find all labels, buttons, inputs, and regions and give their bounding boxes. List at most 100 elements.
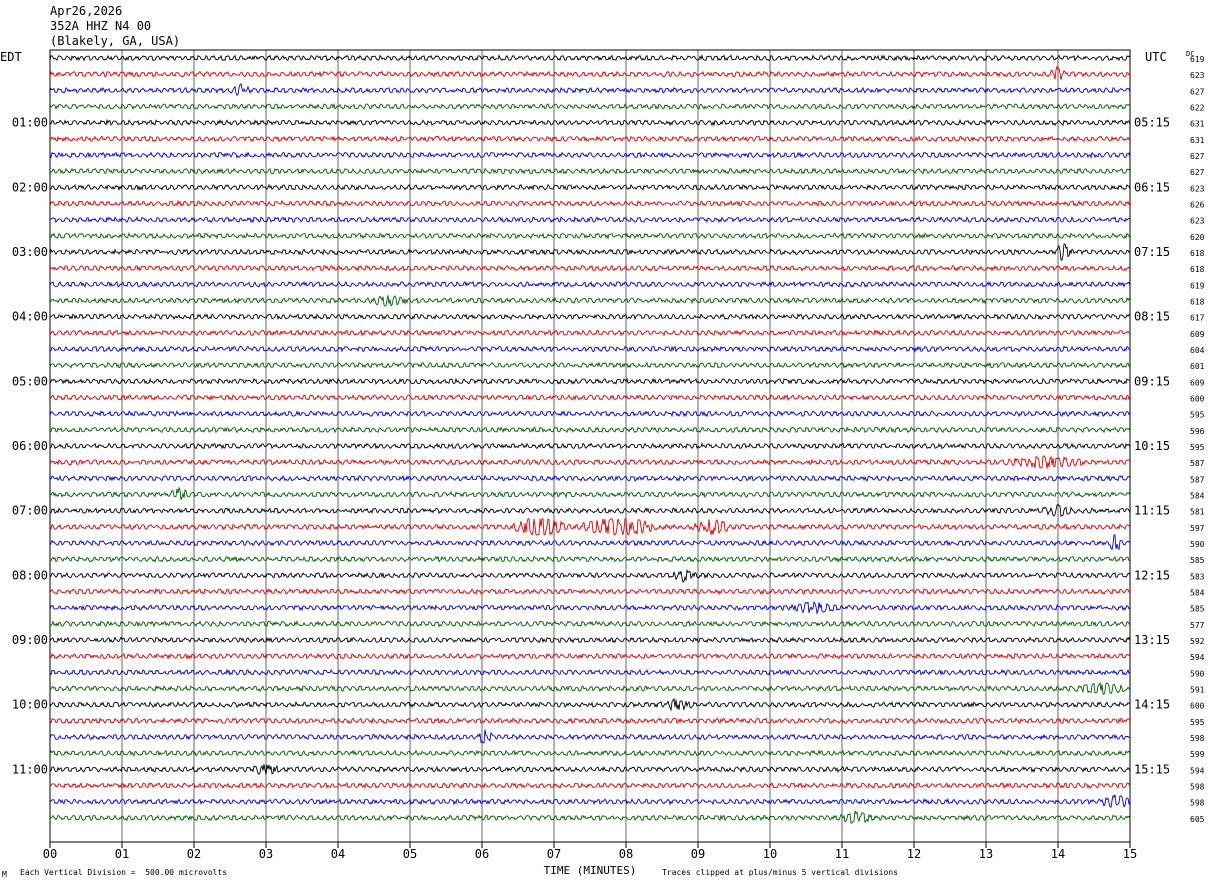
seismic-trace	[49, 652, 1131, 660]
dc-offset-label: 609	[1190, 330, 1205, 339]
header-location: (Blakely, GA, USA)	[50, 34, 181, 48]
seismic-trace	[49, 503, 1131, 517]
x-tick-label: 03	[259, 847, 273, 861]
right-hour-label: 12:15	[1134, 568, 1170, 582]
right-hour-label: 14:15	[1134, 698, 1170, 712]
dc-offset-label: 605	[1190, 815, 1205, 824]
dc-offset-label: 594	[1190, 653, 1205, 662]
dc-offset-label: 623	[1190, 71, 1205, 80]
dc-offset-label: 622	[1190, 104, 1205, 113]
right-hour-label: 09:15	[1134, 374, 1170, 388]
dc-offset-label: 585	[1190, 556, 1205, 565]
right-hour-label: 08:15	[1134, 310, 1170, 324]
seismic-trace	[49, 555, 1131, 563]
left-hour-label: 03:00	[12, 245, 48, 259]
x-tick-label: 13	[979, 847, 993, 861]
seismic-trace	[49, 82, 1131, 97]
x-tick-label: 15	[1123, 847, 1137, 861]
seismic-trace	[49, 264, 1131, 272]
dc-offset-label: 577	[1190, 621, 1205, 630]
dc-offset-label: 595	[1190, 411, 1205, 420]
dc-offset-label: 617	[1190, 314, 1205, 323]
seismic-trace	[49, 568, 1131, 583]
left-hour-label: 08:00	[12, 568, 48, 582]
x-tick-label: 07	[547, 847, 561, 861]
scale-note: Each Vertical Division = 500.00 microvol…	[20, 868, 228, 877]
seismic-trace	[49, 151, 1131, 159]
seismic-trace	[49, 697, 1131, 712]
dc-offset-label: 595	[1190, 718, 1205, 727]
dc-offset-label: 595	[1190, 443, 1205, 452]
dc-offset-label: 627	[1190, 152, 1205, 161]
dc-offset-label: 587	[1190, 459, 1205, 468]
x-tick-label: 09	[691, 847, 705, 861]
seismic-trace	[49, 345, 1131, 353]
dc-offset-label: 609	[1190, 378, 1205, 387]
seismic-trace	[49, 394, 1131, 402]
dc-offset-label: 600	[1190, 395, 1205, 404]
dc-offset-label: 590	[1190, 540, 1205, 549]
dc-offset-label: 590	[1190, 669, 1205, 678]
dc-column-label: DC	[1186, 50, 1195, 58]
seismic-trace	[49, 135, 1131, 143]
dc-offset-label: 627	[1190, 168, 1205, 177]
dc-offset-label: 584	[1190, 589, 1205, 598]
right-timezone-label: UTC	[1145, 50, 1167, 64]
seismic-trace	[49, 749, 1131, 757]
right-hour-label: 05:15	[1134, 116, 1170, 130]
x-tick-label: 02	[187, 847, 201, 861]
seismic-trace	[49, 295, 1131, 307]
header-station: 352A HHZ N4 00	[50, 19, 152, 33]
right-hour-label: 06:15	[1134, 180, 1170, 194]
dc-offset-label: 583	[1190, 572, 1205, 581]
dc-offset-label: 618	[1190, 249, 1205, 258]
corner-mark: M	[2, 870, 7, 879]
dc-offset-label: 623	[1190, 217, 1205, 226]
dc-offset-label: 598	[1190, 734, 1205, 743]
left-hour-label: 06:00	[12, 439, 48, 453]
x-tick-label: 08	[619, 847, 633, 861]
x-tick-label: 01	[115, 847, 129, 861]
left-hour-label: 01:00	[12, 116, 48, 130]
dc-offset-label: 618	[1190, 298, 1205, 307]
left-hour-label: 04:00	[12, 310, 48, 324]
seismic-trace	[49, 810, 1131, 824]
x-tick-label: 11	[835, 847, 849, 861]
dc-offset-label: 585	[1190, 605, 1205, 614]
dc-offset-label: 596	[1190, 427, 1205, 436]
seismic-trace	[49, 54, 1131, 62]
dc-offset-label: 626	[1190, 201, 1205, 210]
seismic-trace	[49, 534, 1131, 551]
right-hour-label: 11:15	[1134, 504, 1170, 518]
clip-note: Traces clipped at plus/minus 5 vertical …	[662, 868, 899, 877]
seismic-trace	[49, 118, 1131, 127]
left-hour-label: 11:00	[12, 762, 48, 776]
dc-offset-label: 598	[1190, 799, 1205, 808]
seismic-trace	[49, 681, 1131, 695]
left-hour-label: 07:00	[12, 504, 48, 518]
seismic-trace	[49, 215, 1131, 224]
left-timezone-label: EDT	[0, 50, 22, 64]
dc-offset-label: 620	[1190, 233, 1205, 242]
right-hour-label: 07:15	[1134, 245, 1170, 259]
seismic-trace	[49, 600, 1131, 615]
seismic-trace	[49, 587, 1131, 596]
seismic-trace	[49, 377, 1131, 385]
seismic-trace	[49, 486, 1131, 500]
seismic-trace	[49, 794, 1131, 808]
dc-offset-label: 631	[1190, 120, 1205, 129]
left-hour-label: 09:00	[12, 633, 48, 647]
left-hour-label: 02:00	[12, 180, 48, 194]
right-hour-label: 15:15	[1134, 762, 1170, 776]
seismic-trace	[49, 280, 1131, 289]
seismic-trace	[49, 167, 1131, 175]
seismic-trace	[49, 102, 1131, 111]
dc-offset-label: 623	[1190, 184, 1205, 193]
seismic-trace	[49, 183, 1131, 192]
dc-offset-label: 581	[1190, 508, 1205, 517]
seismic-trace	[49, 231, 1131, 240]
right-hour-label: 13:15	[1134, 633, 1170, 647]
seismic-trace	[49, 313, 1131, 321]
seismic-trace	[49, 781, 1131, 790]
